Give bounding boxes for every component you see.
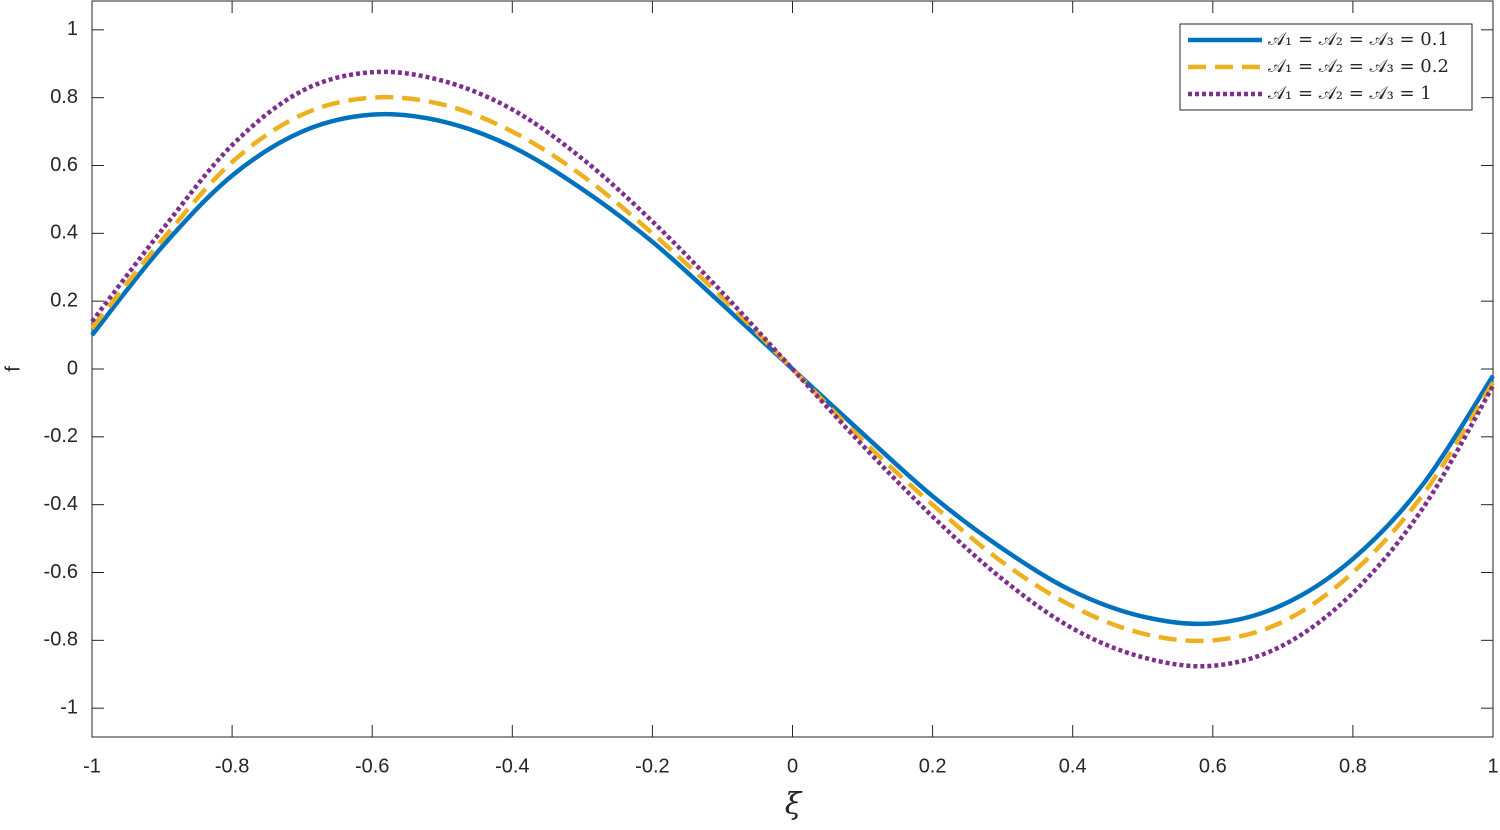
x-tick-label: 1	[1487, 755, 1498, 777]
x-tick-label: -0.6	[355, 755, 389, 777]
y-tick-label: 0.4	[50, 222, 78, 244]
y-tick-label: 1	[67, 18, 78, 40]
x-tick-label: 0.4	[1059, 755, 1087, 777]
x-tick-label: -1	[83, 755, 101, 777]
y-tick-label: 0.2	[50, 289, 78, 311]
x-tick-label: -0.4	[495, 755, 529, 777]
x-tick-label: -0.2	[635, 755, 669, 777]
legend-label: 𝒜₁ = 𝒜₂ = 𝒜₃ = 0.1	[1268, 29, 1449, 50]
x-tick-label: 0	[787, 755, 798, 777]
x-tick-label: 0.6	[1199, 755, 1227, 777]
x-tick-label: 0.2	[919, 755, 947, 777]
y-tick-label: -0.8	[44, 629, 78, 651]
line-series	[90, 69, 1495, 669]
y-tick-label: -1	[60, 696, 78, 718]
y-tick-label: 0.6	[50, 154, 78, 176]
legend-label: 𝒜₁ = 𝒜₂ = 𝒜₃ = 0.2	[1268, 56, 1449, 77]
y-tick-label: 0	[67, 357, 78, 379]
legend: 𝒜₁ = 𝒜₂ = 𝒜₃ = 0.1 𝒜₁ = 𝒜₂ = 𝒜₃ = 0.2 𝒜₁ =…	[1179, 23, 1473, 111]
y-tick-label: 0.8	[50, 86, 78, 108]
x-tick-label: -0.8	[215, 755, 249, 777]
y-tick-label: -0.2	[44, 425, 78, 447]
y-tick-label: -0.6	[44, 561, 78, 583]
y-axis-label: f	[2, 366, 24, 372]
legend-label: 𝒜₁ = 𝒜₂ = 𝒜₃ = 1	[1268, 83, 1432, 104]
y-tick-label: -0.4	[44, 493, 78, 515]
x-tick-label: 0.8	[1339, 755, 1367, 777]
line-series	[90, 94, 1495, 644]
x-axis-label: ξ	[785, 787, 803, 822]
